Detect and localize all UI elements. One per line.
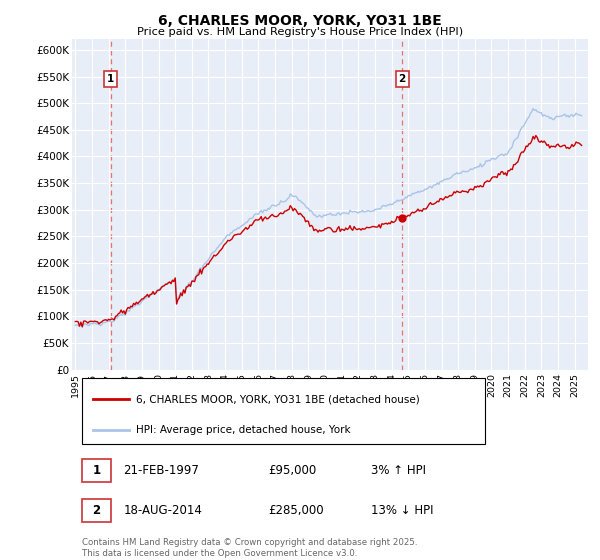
Text: 2: 2 xyxy=(398,74,406,84)
FancyBboxPatch shape xyxy=(82,379,485,445)
Text: £285,000: £285,000 xyxy=(268,504,324,517)
Text: Price paid vs. HM Land Registry's House Price Index (HPI): Price paid vs. HM Land Registry's House … xyxy=(137,27,463,37)
FancyBboxPatch shape xyxy=(82,499,110,522)
Text: 13% ↓ HPI: 13% ↓ HPI xyxy=(371,504,434,517)
Text: 6, CHARLES MOOR, YORK, YO31 1BE: 6, CHARLES MOOR, YORK, YO31 1BE xyxy=(158,14,442,28)
Text: 1: 1 xyxy=(107,74,115,84)
Text: 18-AUG-2014: 18-AUG-2014 xyxy=(124,504,202,517)
Text: 1: 1 xyxy=(92,464,101,477)
Text: 21-FEB-1997: 21-FEB-1997 xyxy=(124,464,199,477)
Text: £95,000: £95,000 xyxy=(268,464,316,477)
Text: 3% ↑ HPI: 3% ↑ HPI xyxy=(371,464,426,477)
Text: 6, CHARLES MOOR, YORK, YO31 1BE (detached house): 6, CHARLES MOOR, YORK, YO31 1BE (detache… xyxy=(137,394,420,404)
Text: 2: 2 xyxy=(92,504,101,517)
Text: Contains HM Land Registry data © Crown copyright and database right 2025.
This d: Contains HM Land Registry data © Crown c… xyxy=(82,538,418,558)
FancyBboxPatch shape xyxy=(82,459,110,482)
Text: HPI: Average price, detached house, York: HPI: Average price, detached house, York xyxy=(137,426,351,436)
